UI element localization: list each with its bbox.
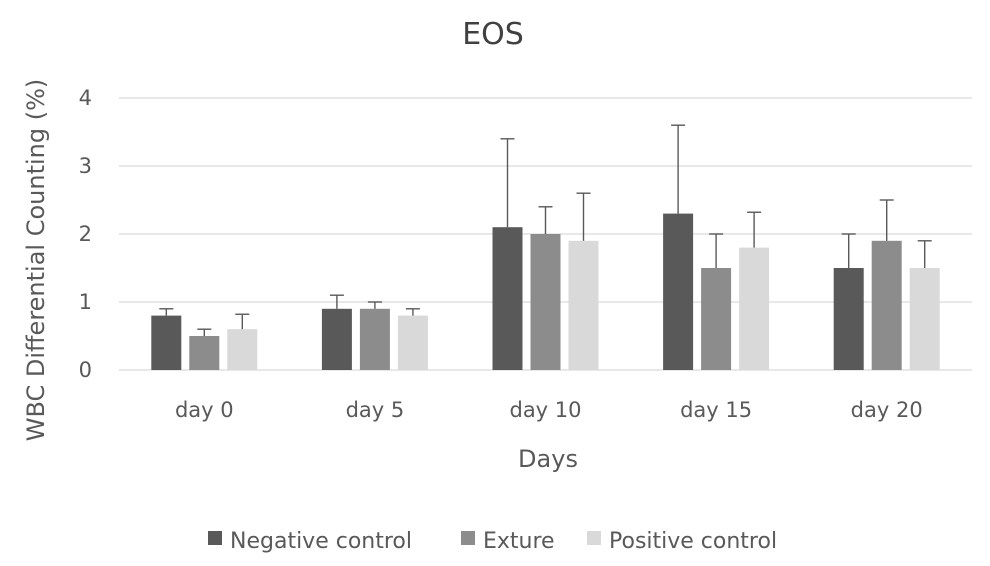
x-axis-ticks: day 0 day 5 day 10 day 15 day 20 (175, 398, 923, 422)
legend-swatch (461, 531, 475, 545)
y-tick-label: 0 (79, 358, 92, 382)
y-axis-title: WBC Differential Counting (%) (22, 79, 50, 442)
legend-swatch (208, 531, 222, 545)
bar (397, 315, 428, 370)
bar (739, 247, 770, 370)
bar (530, 234, 561, 370)
x-tick-label: day 10 (509, 398, 581, 422)
bar (833, 268, 864, 370)
bar (871, 240, 902, 370)
bar (227, 329, 258, 370)
bar (492, 227, 523, 370)
bar (909, 268, 940, 370)
legend: Negative control Exture Positive control (208, 529, 777, 554)
legend-label: Exture (483, 529, 555, 554)
bar (663, 213, 694, 370)
y-axis-ticks: 0 1 2 3 4 (79, 86, 92, 382)
bar (359, 308, 390, 370)
y-tick-label: 4 (79, 86, 92, 110)
y-tick-label: 1 (79, 290, 92, 314)
x-axis-title: Days (518, 445, 578, 473)
bar (321, 308, 352, 370)
x-tick-label: day 20 (851, 398, 923, 422)
legend-label: Negative control (230, 529, 412, 554)
bar (151, 315, 182, 370)
x-tick-label: day 5 (346, 398, 405, 422)
bar (568, 240, 599, 370)
x-tick-label: day 15 (680, 398, 752, 422)
chart-title: EOS (462, 17, 524, 52)
legend-swatch (587, 531, 601, 545)
bar (189, 336, 220, 370)
bar (701, 268, 732, 370)
y-tick-label: 2 (79, 222, 92, 246)
x-tick-label: day 0 (175, 398, 234, 422)
y-tick-label: 3 (79, 154, 92, 178)
legend-label: Positive control (609, 529, 777, 554)
bars (151, 124, 940, 370)
